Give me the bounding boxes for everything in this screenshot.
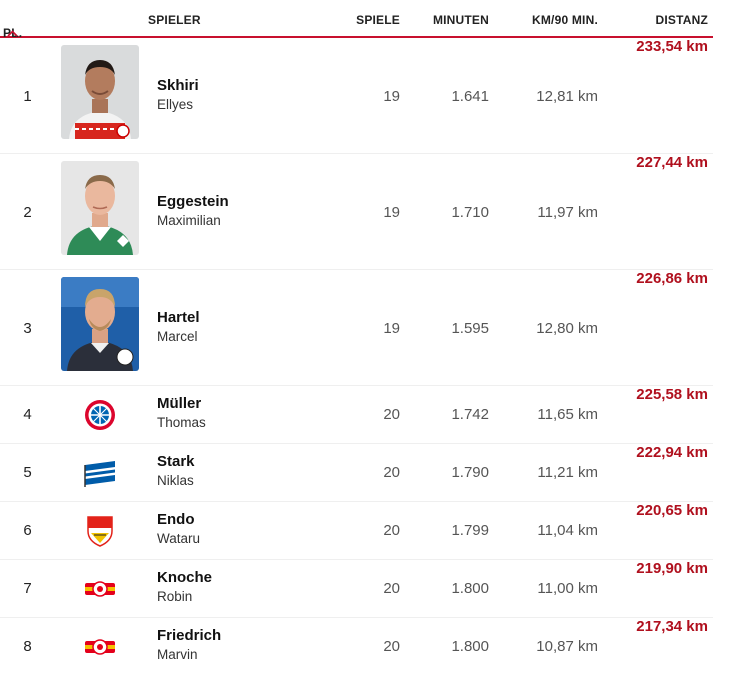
player-first-name: Thomas — [157, 415, 206, 430]
games-cell: 19 — [383, 320, 400, 337]
minutes-cell: 1.790 — [451, 464, 489, 481]
distance-cell: 219,90 km — [636, 560, 708, 577]
games-column-header[interactable]: SPIELE — [356, 13, 400, 27]
table-row[interactable]: 5 Stark Niklas 20 1.790 11,21 km 222,94 … — [0, 444, 713, 502]
player-first-name: Marvin — [157, 647, 198, 662]
distance-cell: 233,54 km — [636, 38, 708, 55]
player-last-name: Friedrich — [157, 627, 222, 644]
minutes-cell: 1.710 — [451, 204, 489, 221]
rank-cell: 2 — [23, 204, 32, 221]
table-header: PL. SPIELER SPIELE MINUTEN KM/90 MIN. DI… — [0, 0, 713, 40]
km90-cell: 11,04 km — [537, 522, 598, 539]
km90-cell: 11,97 km — [537, 204, 598, 221]
minutes-cell: 1.799 — [451, 522, 489, 539]
player-first-name: Marcel — [157, 329, 198, 344]
player-first-name: Ellyes — [157, 97, 194, 112]
player-name[interactable]: Knoche Robin — [157, 569, 212, 604]
hertha-crest-icon[interactable] — [82, 455, 118, 491]
table-row[interactable]: 1 Skhiri Ellyes 19 1.641 12,81 km 233,54… — [0, 38, 713, 154]
rank-header-label: PL. — [3, 26, 23, 40]
distance-cell: 217,34 km — [636, 618, 708, 635]
player-first-name: Niklas — [157, 473, 194, 488]
games-cell: 20 — [383, 580, 400, 597]
player-photo[interactable] — [61, 161, 139, 255]
player-first-name: Robin — [157, 589, 193, 604]
games-cell: 20 — [383, 406, 400, 423]
table-row[interactable]: 7 Knoche Robin 20 1.800 11,00 km 219,90 … — [0, 560, 713, 618]
distance-cell: 226,86 km — [636, 270, 708, 287]
km90-cell: 11,00 km — [537, 580, 598, 597]
player-name[interactable]: Müller Thomas — [157, 395, 206, 430]
minutes-cell: 1.641 — [451, 88, 489, 105]
player-name[interactable]: Stark Niklas — [157, 453, 195, 488]
table-row[interactable]: 6 Endo Wataru 20 1.799 11,04 km 220,65 k… — [0, 502, 713, 560]
km90-cell: 11,65 km — [537, 406, 598, 423]
km90-column-header[interactable]: KM/90 MIN. — [531, 13, 598, 27]
distance-column-header[interactable]: DISTANZ — [655, 13, 708, 27]
games-cell: 19 — [383, 88, 400, 105]
rank-cell: 7 — [23, 580, 32, 597]
player-photo[interactable] — [61, 45, 139, 139]
km90-cell: 12,81 km — [536, 88, 598, 105]
sort-ascending-icon[interactable] — [7, 26, 18, 40]
player-last-name: Müller — [157, 395, 202, 412]
minutes-column-header[interactable]: MINUTEN — [432, 13, 489, 27]
player-name[interactable]: Eggestein Maximilian — [157, 193, 229, 228]
minutes-cell: 1.742 — [451, 406, 489, 423]
player-column-header[interactable]: SPIELER — [148, 13, 201, 27]
player-last-name: Eggestein — [157, 193, 229, 210]
distance-cell: 222,94 km — [636, 444, 708, 461]
rank-cell: 6 — [23, 522, 32, 539]
games-cell: 20 — [383, 522, 400, 539]
minutes-cell: 1.595 — [451, 320, 489, 337]
distance-cell: 225,58 km — [636, 386, 708, 403]
vfb-crest-icon[interactable] — [82, 513, 118, 549]
player-last-name: Endo — [157, 511, 195, 528]
player-last-name: Stark — [157, 453, 195, 470]
player-last-name: Hartel — [157, 309, 200, 326]
games-cell: 20 — [383, 638, 400, 655]
player-name[interactable]: Endo Wataru — [157, 511, 200, 546]
player-name[interactable]: Friedrich Marvin — [157, 627, 221, 662]
rank-cell: 4 — [23, 406, 32, 423]
table-row[interactable]: 4 Müller Thomas 20 1.742 11,65 km 225,58… — [0, 386, 713, 444]
games-cell: 19 — [383, 204, 400, 221]
minutes-cell: 1.800 — [451, 580, 489, 597]
table-row[interactable]: 8 Friedrich Marvin 20 1.800 10,87 km 217… — [0, 618, 713, 673]
table-row[interactable]: 2 Eggestein Maximilian 19 1.710 11,97 km… — [0, 154, 713, 270]
minutes-cell: 1.800 — [451, 638, 489, 655]
rank-cell: 1 — [23, 88, 32, 105]
union-crest-icon[interactable] — [82, 571, 118, 607]
distance-cell: 220,65 km — [636, 502, 708, 519]
player-name[interactable]: Skhiri Ellyes — [157, 77, 199, 112]
table-row[interactable]: 3 Hartel Marcel 19 1.595 12,80 km 226,86… — [0, 270, 713, 386]
distance-cell: 227,44 km — [636, 154, 708, 171]
km90-cell: 10,87 km — [536, 638, 598, 655]
player-last-name: Knoche — [157, 569, 213, 586]
rank-cell: 3 — [23, 320, 32, 337]
player-photo[interactable] — [61, 277, 139, 371]
union-crest-icon[interactable] — [82, 629, 118, 665]
player-name[interactable]: Hartel Marcel — [157, 309, 200, 344]
bayern-crest-icon[interactable] — [82, 397, 118, 433]
games-cell: 20 — [383, 464, 400, 481]
player-first-name: Wataru — [157, 531, 201, 546]
rank-cell: 5 — [23, 464, 32, 481]
distance-table: PL. SPIELER SPIELE MINUTEN KM/90 MIN. DI… — [0, 0, 713, 673]
rank-cell: 8 — [23, 638, 32, 655]
player-first-name: Maximilian — [157, 213, 221, 228]
km90-cell: 12,80 km — [536, 320, 598, 337]
km90-cell: 11,21 km — [537, 464, 598, 481]
player-last-name: Skhiri — [157, 77, 199, 94]
